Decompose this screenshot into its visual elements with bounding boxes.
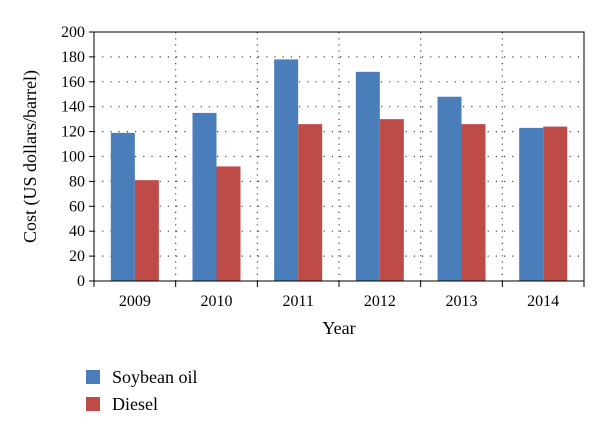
bar-soybean-oil-2013 (437, 96, 462, 282)
x-tick-label: 2011 (282, 293, 313, 310)
x-tick-label: 2014 (527, 293, 559, 310)
y-tick-label: 180 (61, 49, 85, 66)
y-axis-ticks: 0 20 40 60 80 100 120 140 160 180 200 (61, 24, 94, 290)
bar-diesel-2012 (379, 119, 404, 282)
y-tick-label: 160 (61, 74, 85, 91)
x-tick-label: 2013 (446, 293, 478, 310)
bar-diesel-2014 (543, 126, 568, 282)
bar-soybean-oil-2010 (192, 112, 217, 281)
legend-label-diesel: Diesel (112, 394, 158, 414)
bar-soybean-oil-2009 (110, 132, 135, 281)
legend: Soybean oil Diesel (86, 367, 198, 414)
legend-swatch-soybean-oil (86, 370, 100, 384)
y-tick-label: 80 (69, 173, 85, 190)
y-tick-label: 200 (61, 24, 85, 41)
legend-swatch-diesel (86, 397, 100, 411)
x-axis-ticks: 2009 2010 2011 2012 2013 2014 (93, 281, 585, 310)
grid-lines (94, 32, 584, 281)
bar-soybean-oil-2012 (355, 71, 380, 281)
legend-label-soybean-oil: Soybean oil (112, 367, 198, 387)
x-axis-title: Year (322, 318, 355, 338)
y-tick-label: 140 (61, 99, 85, 116)
bar-soybean-oil-2014 (519, 127, 544, 282)
x-tick-label: 2010 (201, 293, 233, 310)
y-tick-label: 120 (61, 124, 85, 141)
bars (110, 59, 568, 282)
bar-diesel-2009 (134, 180, 159, 281)
y-tick-label: 0 (77, 273, 85, 290)
y-tick-label: 100 (61, 149, 85, 166)
bar-soybean-oil-2011 (274, 59, 299, 281)
bar-diesel-2011 (298, 124, 323, 281)
y-tick-label: 20 (69, 248, 85, 265)
x-tick-label: 2009 (119, 293, 151, 310)
y-axis-title: Cost (US dollars/barrel) (20, 70, 41, 243)
x-tick-label: 2012 (364, 293, 396, 310)
y-tick-label: 40 (69, 223, 85, 240)
bar-diesel-2010 (216, 166, 241, 281)
bar-diesel-2013 (461, 124, 486, 281)
y-tick-label: 60 (69, 198, 85, 215)
